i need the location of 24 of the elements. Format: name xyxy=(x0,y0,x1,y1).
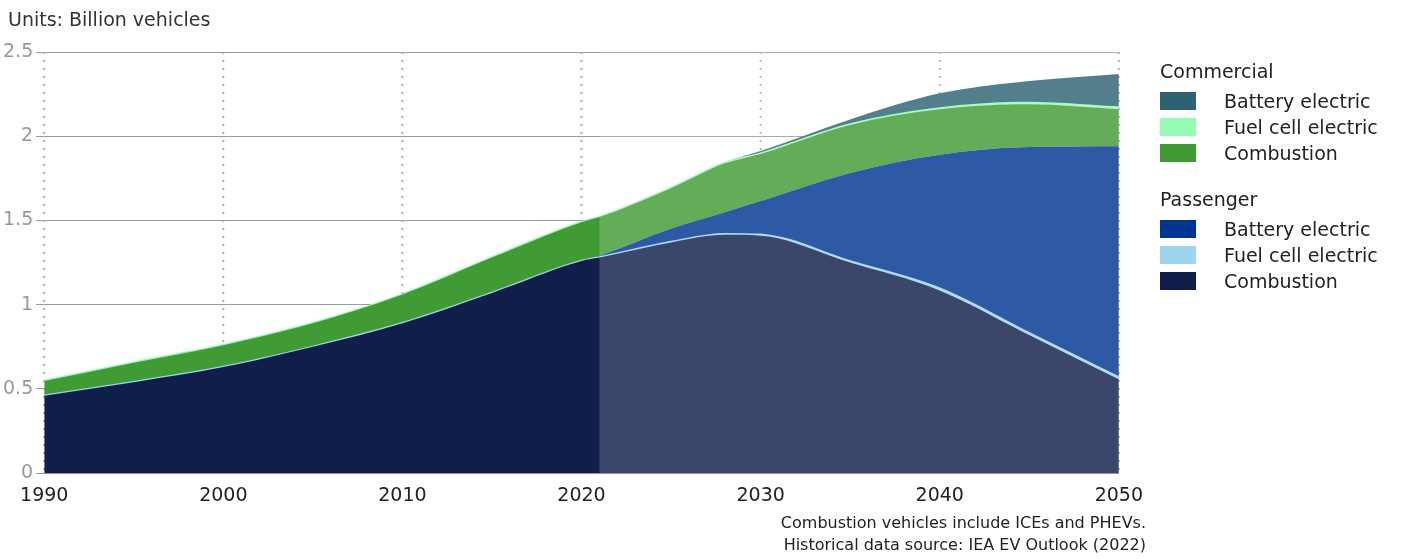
y-tick-label: 0.5 xyxy=(3,375,34,398)
y-tick-label: 2.5 xyxy=(3,38,34,61)
y-tick-label: 1.5 xyxy=(3,207,34,230)
legend-label: Fuel cell electric xyxy=(1224,244,1378,266)
x-tick-label: 2040 xyxy=(915,482,964,505)
text: Commercial xyxy=(1160,60,1274,82)
x-tick-label: 2010 xyxy=(378,482,427,505)
legend-label: Fuel cell electric xyxy=(1224,116,1378,138)
y-tick-label: 1 xyxy=(21,291,34,314)
legend-label: Combustion xyxy=(1224,142,1338,164)
x-tick-label: 2050 xyxy=(1094,482,1143,505)
legend-label: Battery electric xyxy=(1224,90,1371,112)
x-tick-label: 1990 xyxy=(20,482,69,505)
y-axis-title: Units: Billion vehicles xyxy=(8,8,211,30)
x-tick-label: 2030 xyxy=(736,482,785,505)
text: Historical data source: IEA EV Outlook (2022) xyxy=(782,534,1146,556)
x-tick-label: 2020 xyxy=(557,482,606,505)
legend-label: Combustion xyxy=(1224,270,1338,292)
y-tick-label: 0 xyxy=(21,460,34,483)
text: Passenger xyxy=(1160,188,1258,210)
y-tick-label: 2 xyxy=(21,123,34,146)
x-tick-label: 2000 xyxy=(199,482,248,505)
legend-label: Battery electric xyxy=(1224,218,1371,240)
text: Combustion vehicles include ICEs and PHEVs. xyxy=(780,512,1146,534)
